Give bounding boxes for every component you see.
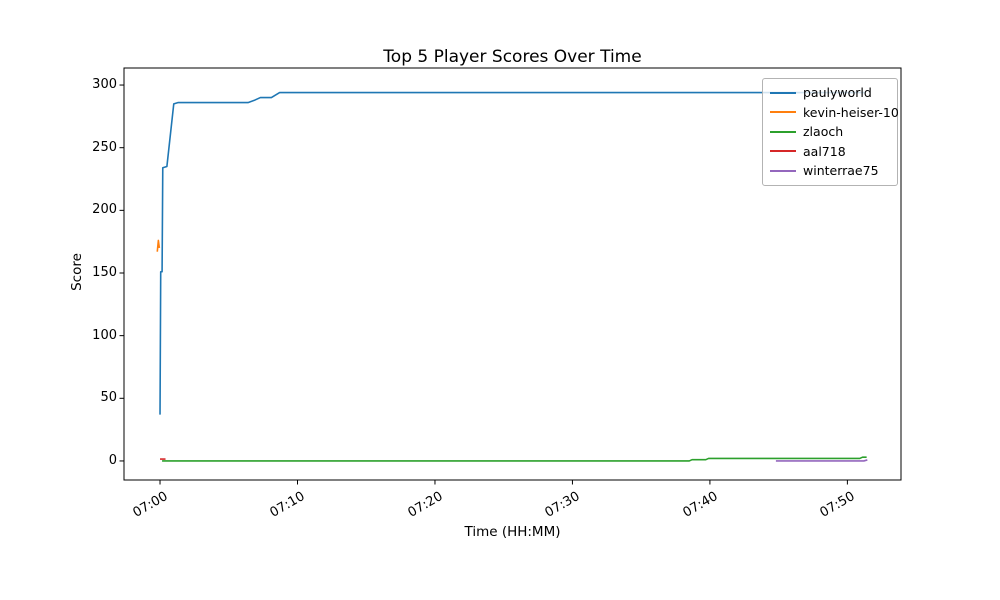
series-line-winterrae75: [775, 459, 868, 462]
legend-line-swatch: [770, 150, 796, 153]
y-tick-label: 300: [92, 77, 117, 93]
legend-item-winterrae75: winterrae75: [770, 161, 890, 181]
y-tick-label: 50: [100, 390, 117, 406]
legend-item-paulyworld: paulyworld: [770, 83, 890, 103]
plot-border: [123, 67, 902, 481]
y-tick-label: 0: [108, 452, 117, 468]
y-tick-label: 250: [92, 139, 117, 155]
legend-label: winterrae75: [803, 163, 879, 179]
series-line-kevin-heiser-10: [156, 239, 161, 252]
legend-label: paulyworld: [803, 85, 872, 101]
series-line-paulyworld: [159, 91, 866, 415]
legend-line-swatch: [770, 111, 796, 114]
y-tick-label: 150: [92, 264, 117, 280]
legend-item-zlaoch: zlaoch: [770, 122, 890, 142]
legend: paulyworld kevin-heiser-10 zlaoch aal718 win…: [762, 78, 899, 186]
x-axis-label: Time (HH:MM): [464, 524, 561, 540]
y-tick-label: 100: [92, 327, 117, 343]
chart-title: Top 5 Player Scores Over Time: [383, 47, 642, 67]
series-line-zlaoch: [162, 456, 867, 462]
legend-item-aal718: aal718: [770, 142, 890, 162]
legend-line-swatch: [770, 91, 796, 94]
y-tick-label: 200: [92, 202, 117, 218]
legend-label: aal718: [803, 143, 846, 159]
legend-label: zlaoch: [803, 124, 844, 140]
legend-label: kevin-heiser-10: [803, 104, 899, 120]
legend-line-swatch: [770, 130, 796, 133]
legend-line-swatch: [770, 169, 796, 172]
legend-item-kevin-heiser-10: kevin-heiser-10: [770, 103, 899, 123]
